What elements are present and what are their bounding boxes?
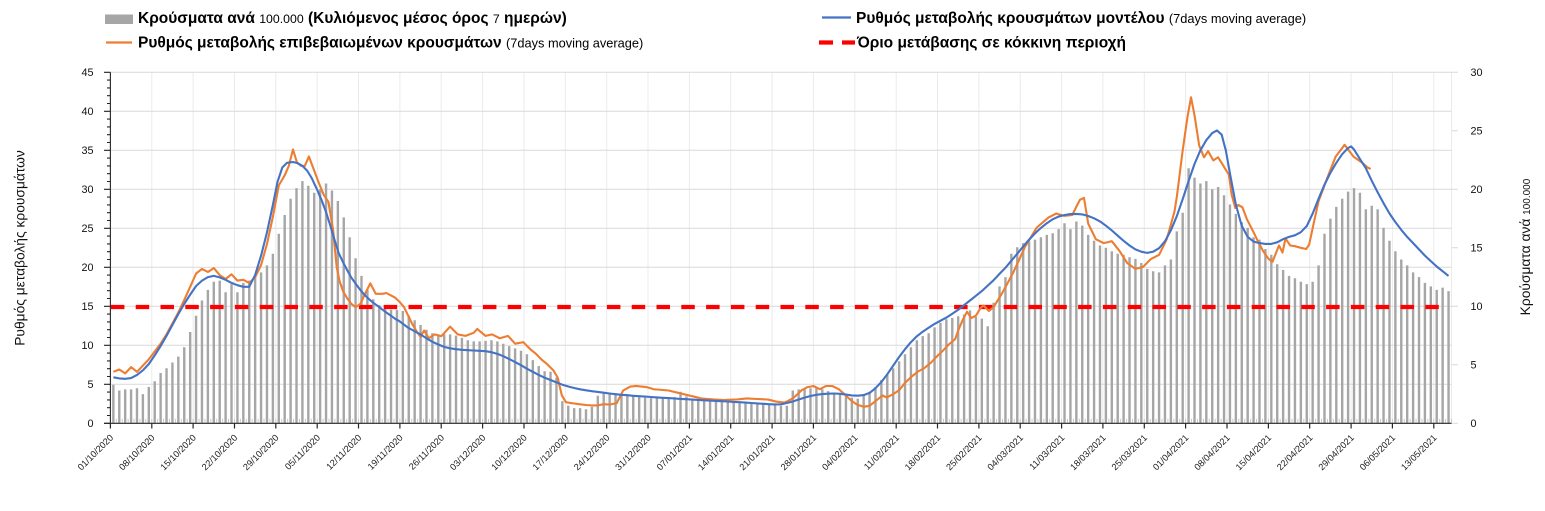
svg-text:0: 0 <box>1471 418 1477 430</box>
svg-text:Ρυθμός μεταβολής κρουσμάτων μο: Ρυθμός μεταβολής κρουσμάτων μοντέλου (7d… <box>856 10 1306 27</box>
svg-text:20: 20 <box>81 262 93 274</box>
svg-text:Όριο μετάβασης σε κόκκινη περι: Όριο μετάβασης σε κόκκινη περιοχή <box>856 35 1126 52</box>
svg-text:5: 5 <box>1471 360 1477 372</box>
svg-text:Κρούσματα ανά 100.000: Κρούσματα ανά 100.000 <box>1518 178 1533 315</box>
svg-text:15: 15 <box>1471 243 1483 255</box>
svg-text:0: 0 <box>87 418 93 430</box>
svg-text:35: 35 <box>81 145 93 157</box>
svg-text:10: 10 <box>81 340 93 352</box>
svg-text:5: 5 <box>87 379 93 391</box>
svg-text:10: 10 <box>1471 301 1483 313</box>
svg-text:40: 40 <box>81 106 93 118</box>
svg-text:25: 25 <box>1471 126 1483 138</box>
svg-text:Ρυθμός μεταβολής επιβεβαιωμένω: Ρυθμός μεταβολής επιβεβαιωμένων κρουσμάτ… <box>138 35 643 52</box>
svg-text:25: 25 <box>81 223 93 235</box>
svg-text:20: 20 <box>1471 184 1483 196</box>
svg-text:30: 30 <box>81 184 93 196</box>
svg-text:15: 15 <box>81 301 93 313</box>
svg-text:45: 45 <box>81 67 93 79</box>
svg-text:Κρούσματα ανά 100.000 (Κυλιόμε: Κρούσματα ανά 100.000 (Κυλιόμενος μέσος … <box>138 10 567 27</box>
svg-text:Ρυθμός μεταβολής κρουσμάτων: Ρυθμός μεταβολής κρουσμάτων <box>13 150 28 346</box>
svg-text:30: 30 <box>1471 67 1483 79</box>
